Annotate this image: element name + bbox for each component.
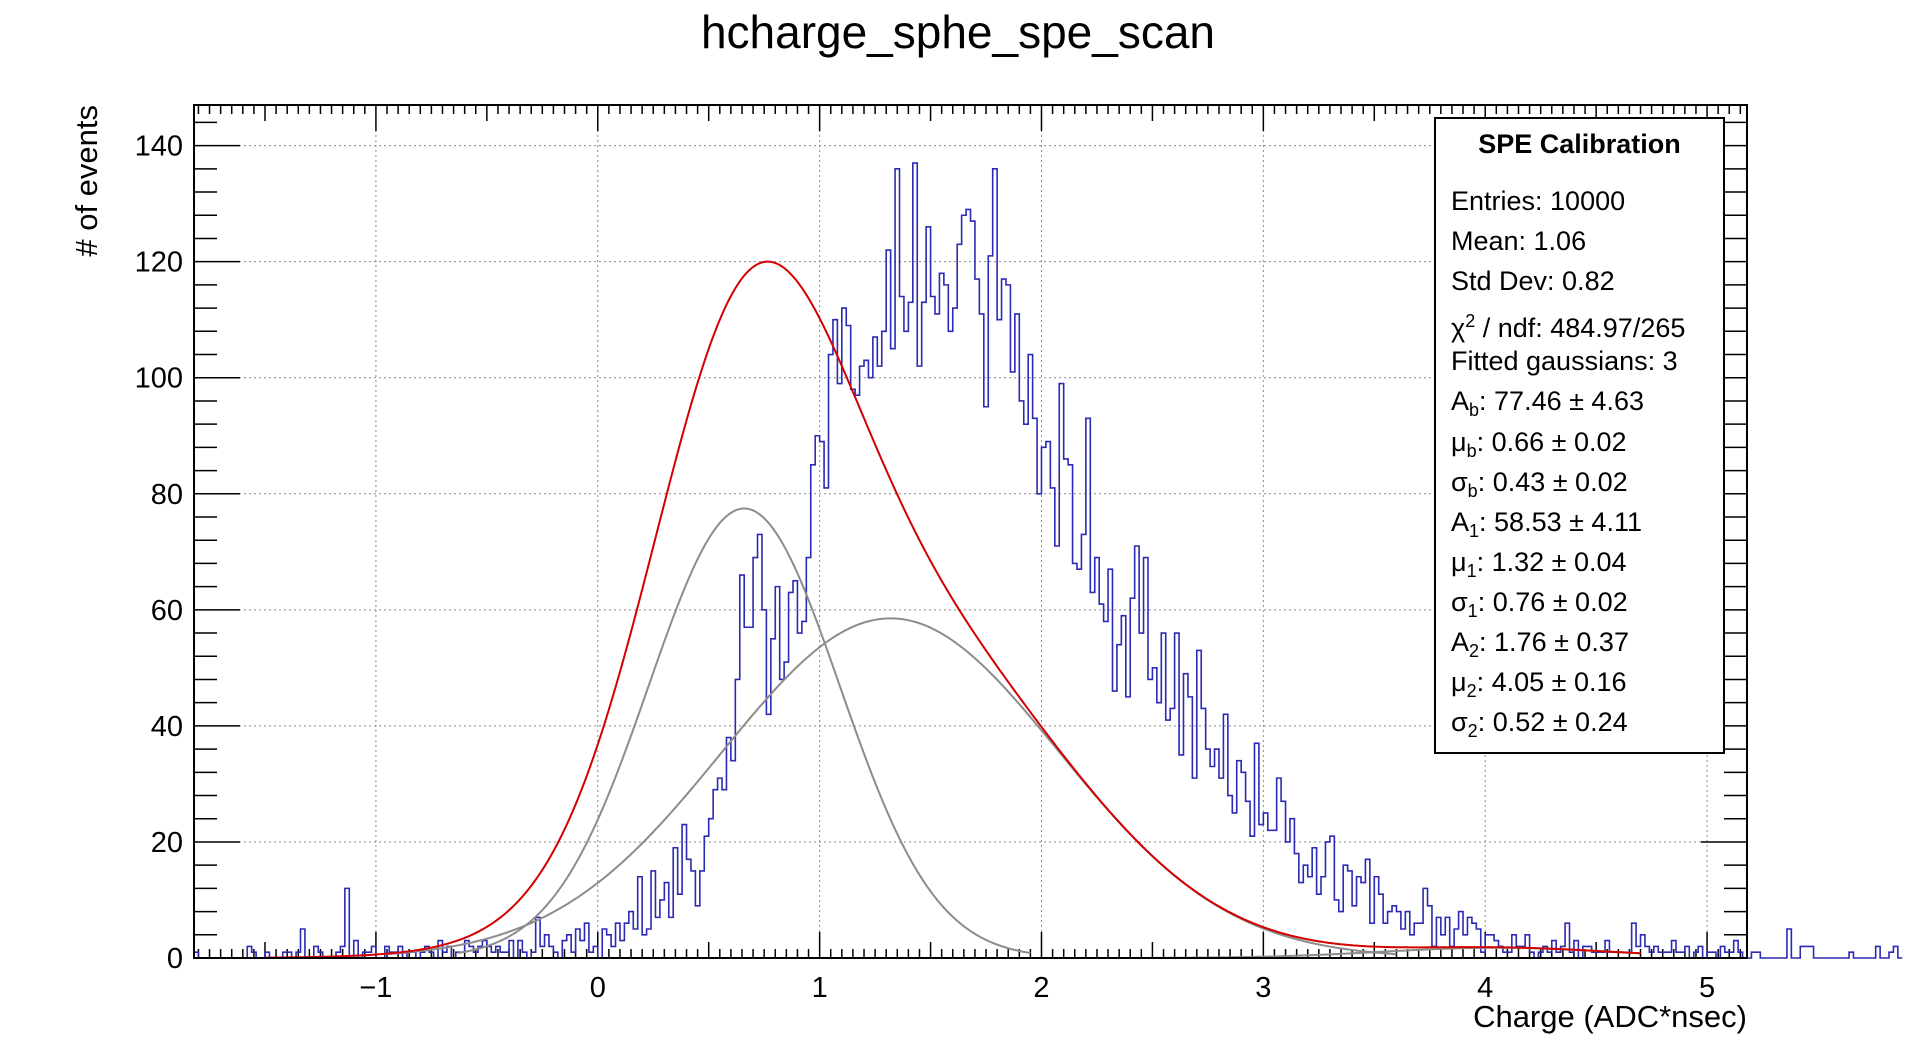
y-tick-label: 120 — [135, 247, 183, 279]
x-tick-label: 0 — [590, 972, 606, 1004]
stat-subscript: b — [1469, 400, 1480, 421]
stat-value: : 0.66 ± 0.02 — [1476, 426, 1627, 457]
stat-text: Std Dev: 0.82 — [1451, 266, 1615, 297]
x-tick-label: −1 — [359, 972, 392, 1004]
stats-title: SPE Calibration — [1478, 129, 1681, 159]
x-tick-label: 1 — [812, 972, 828, 1004]
stat-value: / ndf: 484.97/265 — [1475, 313, 1686, 344]
stat-value: : 58.53 ± 4.11 — [1479, 506, 1642, 537]
stat-subscript: 1 — [1467, 600, 1478, 621]
grid-lines — [194, 105, 1747, 958]
stat-line: Entries: 10000 — [1451, 181, 1723, 221]
axis-ticks — [194, 105, 1747, 959]
histogram-line — [194, 162, 1903, 959]
y-tick-label: 100 — [135, 363, 183, 395]
stat-subscript: b — [1466, 440, 1477, 461]
y-tick-label: 20 — [151, 827, 183, 859]
stat-text: Entries: 10000 — [1451, 186, 1626, 216]
y-axis-title: # of events — [69, 105, 104, 257]
x-tick-label: 2 — [1033, 972, 1049, 1004]
x-axis-title: Charge (ADC*nsec) — [1473, 999, 1747, 1034]
stat-line: Ab: 77.46 ± 4.63 — [1451, 381, 1723, 421]
stat-text: σ — [1451, 466, 1468, 497]
y-tick-label: 140 — [135, 131, 183, 163]
stat-superscript: 2 — [1465, 311, 1476, 332]
x-tick-label: 5 — [1699, 972, 1715, 1004]
stat-text: μ — [1451, 426, 1467, 457]
stat-subscript: 1 — [1466, 560, 1477, 581]
stat-value: : 4.05 ± 0.16 — [1476, 667, 1627, 698]
stat-line: μ1: 1.32 ± 0.04 — [1451, 542, 1723, 582]
y-tick-label: 40 — [151, 711, 183, 743]
histogram-series — [194, 162, 1903, 959]
stat-value: : 1.32 ± 0.04 — [1476, 546, 1627, 577]
stat-value: : 1.76 ± 0.37 — [1479, 627, 1629, 658]
fit-curves — [264, 260, 1641, 959]
stat-text: A — [1451, 627, 1470, 658]
stat-line: Std Dev: 0.82 — [1451, 261, 1723, 301]
x-tick-label: 4 — [1477, 972, 1493, 1004]
stat-subscript: 2 — [1466, 681, 1477, 702]
stat-line: μ2: 4.05 ± 0.16 — [1451, 662, 1723, 702]
y-tick-label: 80 — [151, 479, 183, 511]
x-tick-label: 3 — [1255, 972, 1271, 1004]
stat-line: σ1: 0.76 ± 0.02 — [1451, 582, 1723, 622]
total-fit-curve — [264, 260, 1641, 959]
stat-subscript: b — [1467, 480, 1478, 501]
stat-text: Mean: 1.06 — [1451, 226, 1587, 257]
stat-line: χ2 / ndf: 484.97/265 — [1451, 301, 1723, 344]
stats-box: SPE Calibration Entries: 10000 Mean: 1.06… — [1434, 117, 1725, 754]
y-tick-label: 60 — [151, 595, 183, 627]
stat-text: χ — [1451, 313, 1466, 344]
stat-text: Fitted gaussians: 3 — [1451, 346, 1678, 377]
stat-value: : 0.76 ± 0.02 — [1477, 586, 1628, 617]
stat-subscript: 1 — [1469, 520, 1480, 541]
stat-line: σ2: 0.52 ± 0.24 — [1451, 702, 1723, 742]
tick-labels: −1 0 1 2 3 4 5 0 20 40 60 80 100 120 140 — [135, 131, 1716, 1004]
stats-lines: Entries: 10000 Mean: 1.06 Std Dev: 0.82 χ2 … — [1436, 181, 1723, 742]
stat-text: A — [1451, 386, 1470, 417]
stat-line: A1: 58.53 ± 4.11 — [1451, 502, 1723, 542]
stat-value: : 77.46 ± 4.63 — [1479, 386, 1644, 417]
stat-line: A2: 1.76 ± 0.37 — [1451, 622, 1723, 662]
stat-text: σ — [1451, 586, 1468, 617]
gaussian-component-1 — [457, 507, 1031, 954]
stat-line: Fitted gaussians: 3 — [1451, 341, 1723, 381]
stat-value: : 0.43 ± 0.02 — [1477, 466, 1628, 497]
stat-line: Mean: 1.06 — [1451, 221, 1723, 261]
chart-title: hcharge_sphe_spe_scan — [701, 6, 1215, 58]
stat-text: μ — [1451, 667, 1467, 698]
stat-value: : 0.52 ± 0.24 — [1477, 707, 1628, 738]
stat-line: μb: 0.66 ± 0.02 — [1451, 422, 1723, 462]
plot-frame — [193, 104, 1748, 959]
stat-subscript: 2 — [1467, 721, 1478, 742]
gaussian-component-2 — [384, 617, 1397, 956]
stat-line: σb: 0.43 ± 0.02 — [1451, 462, 1723, 502]
stat-subscript: 2 — [1469, 641, 1480, 662]
y-tick-label: 0 — [167, 943, 183, 975]
stat-text: μ — [1451, 546, 1467, 577]
stat-text: A — [1451, 506, 1470, 537]
stat-text: σ — [1451, 707, 1468, 738]
